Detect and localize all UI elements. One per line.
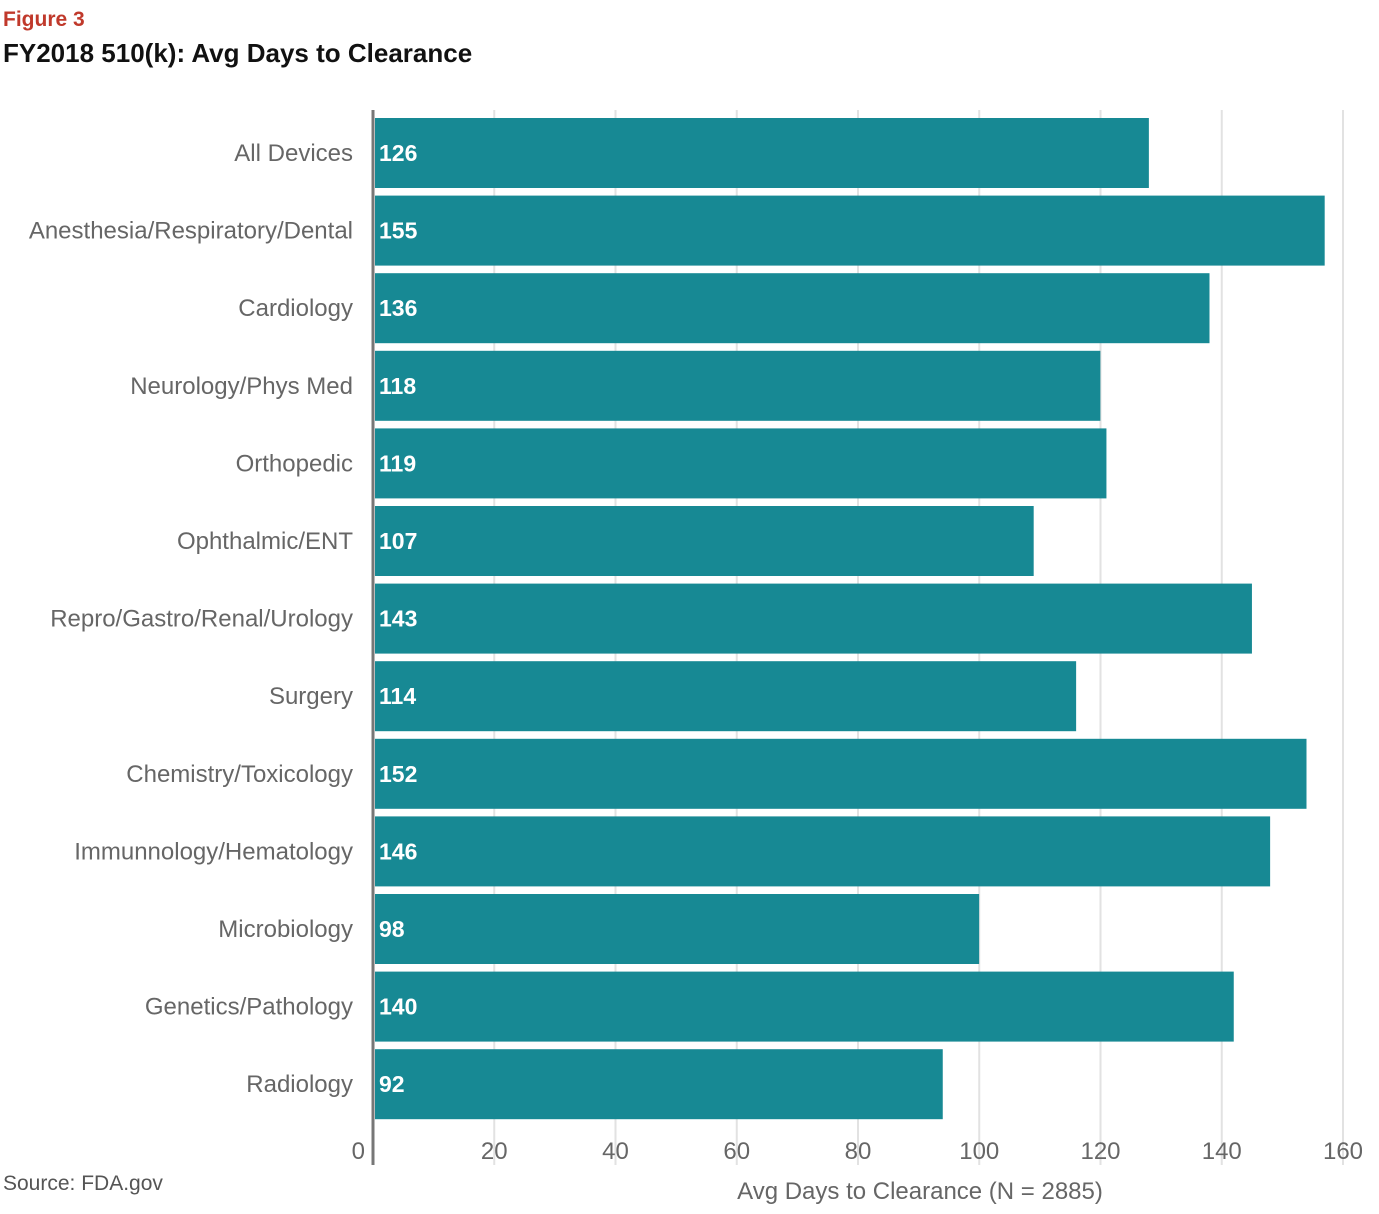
bar — [375, 1049, 943, 1120]
bar — [375, 816, 1271, 887]
data-label: 118 — [379, 373, 416, 399]
data-label: 140 — [379, 994, 417, 1020]
x-axis-label: Avg Days to Clearance (N = 2885) — [737, 1178, 1103, 1205]
bars — [375, 118, 1325, 1120]
x-tick-label: 140 — [1202, 1138, 1242, 1165]
x-tick-label: 60 — [723, 1138, 750, 1165]
category-label: Chemistry/Toxicology — [126, 761, 353, 788]
x-tick-label: 20 — [481, 1138, 508, 1165]
data-label: 119 — [379, 450, 416, 476]
category-label: Neurology/Phys Med — [130, 373, 353, 400]
category-label: Cardiology — [238, 295, 353, 322]
bar — [375, 661, 1077, 732]
category-label: Surgery — [269, 683, 353, 710]
chart-title: FY2018 510(k): Avg Days to Clearance — [3, 38, 473, 68]
bar — [375, 971, 1234, 1042]
source-note: Source: FDA.gov — [3, 1172, 163, 1195]
category-label: Radiology — [246, 1071, 353, 1098]
data-label: 114 — [379, 683, 416, 709]
category-label: Anesthesia/Respiratory/Dental — [29, 218, 353, 245]
category-label: Orthopedic — [236, 450, 353, 477]
data-label: 146 — [379, 838, 417, 864]
data-label: 92 — [379, 1071, 405, 1097]
x-tick-label: 0 — [352, 1138, 365, 1165]
data-label: 98 — [379, 916, 405, 942]
data-label: 155 — [379, 218, 418, 244]
x-tick-label: 120 — [1080, 1138, 1120, 1165]
data-label: 152 — [379, 761, 417, 787]
bar — [375, 738, 1307, 809]
category-label: Microbiology — [218, 916, 353, 943]
bar — [375, 350, 1101, 421]
bar — [375, 195, 1325, 266]
data-label: 107 — [379, 528, 417, 554]
data-label: 136 — [379, 295, 417, 321]
data-label: 143 — [379, 606, 417, 632]
x-tick-label: 80 — [845, 1138, 872, 1165]
data-label: 126 — [379, 140, 417, 166]
bar — [375, 428, 1107, 499]
x-tick-labels: 0 20 40 60 80 100 120 140 160 — [352, 1138, 1363, 1165]
bar — [375, 273, 1210, 344]
category-label: Repro/Gastro/Renal/Urology — [50, 606, 353, 633]
value-labels: 126 155 136 118 119 107 143 114 152 146 98 140 92 — [379, 140, 418, 1097]
x-tick-label: 100 — [959, 1138, 999, 1165]
figure-label: Figure 3 — [3, 8, 85, 31]
bar — [375, 894, 980, 964]
category-label: Immunnology/Hematology — [74, 838, 353, 865]
category-labels: All Devices Anesthesia/Respiratory/Dental… — [29, 140, 354, 1098]
bar — [375, 506, 1034, 576]
bar — [375, 583, 1252, 654]
x-tick-label: 40 — [602, 1138, 629, 1165]
category-label: Ophthalmic/ENT — [177, 528, 353, 555]
category-label: Genetics/Pathology — [145, 994, 353, 1021]
category-label: All Devices — [234, 140, 353, 167]
x-tick-label: 160 — [1323, 1138, 1363, 1165]
bar — [375, 118, 1149, 188]
